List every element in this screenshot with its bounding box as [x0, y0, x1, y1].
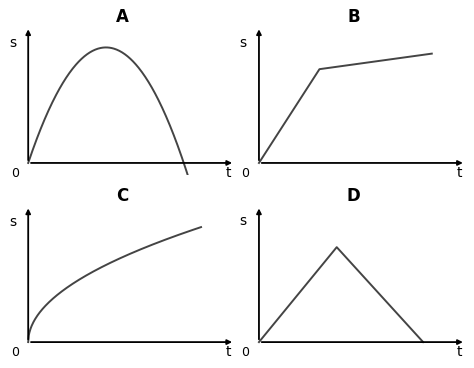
Text: 0: 0	[11, 346, 18, 359]
Text: 0: 0	[241, 346, 249, 359]
Text: s: s	[240, 214, 247, 228]
Title: B: B	[347, 8, 360, 26]
Text: 0: 0	[11, 167, 18, 180]
Text: t: t	[456, 166, 462, 180]
Text: s: s	[240, 36, 247, 50]
Text: t: t	[226, 346, 231, 360]
Title: A: A	[116, 8, 129, 26]
Text: s: s	[9, 36, 16, 50]
Text: 0: 0	[241, 167, 249, 180]
Text: t: t	[456, 346, 462, 360]
Title: D: D	[346, 187, 360, 205]
Title: C: C	[117, 187, 129, 205]
Text: s: s	[9, 215, 16, 229]
Text: t: t	[226, 166, 231, 180]
